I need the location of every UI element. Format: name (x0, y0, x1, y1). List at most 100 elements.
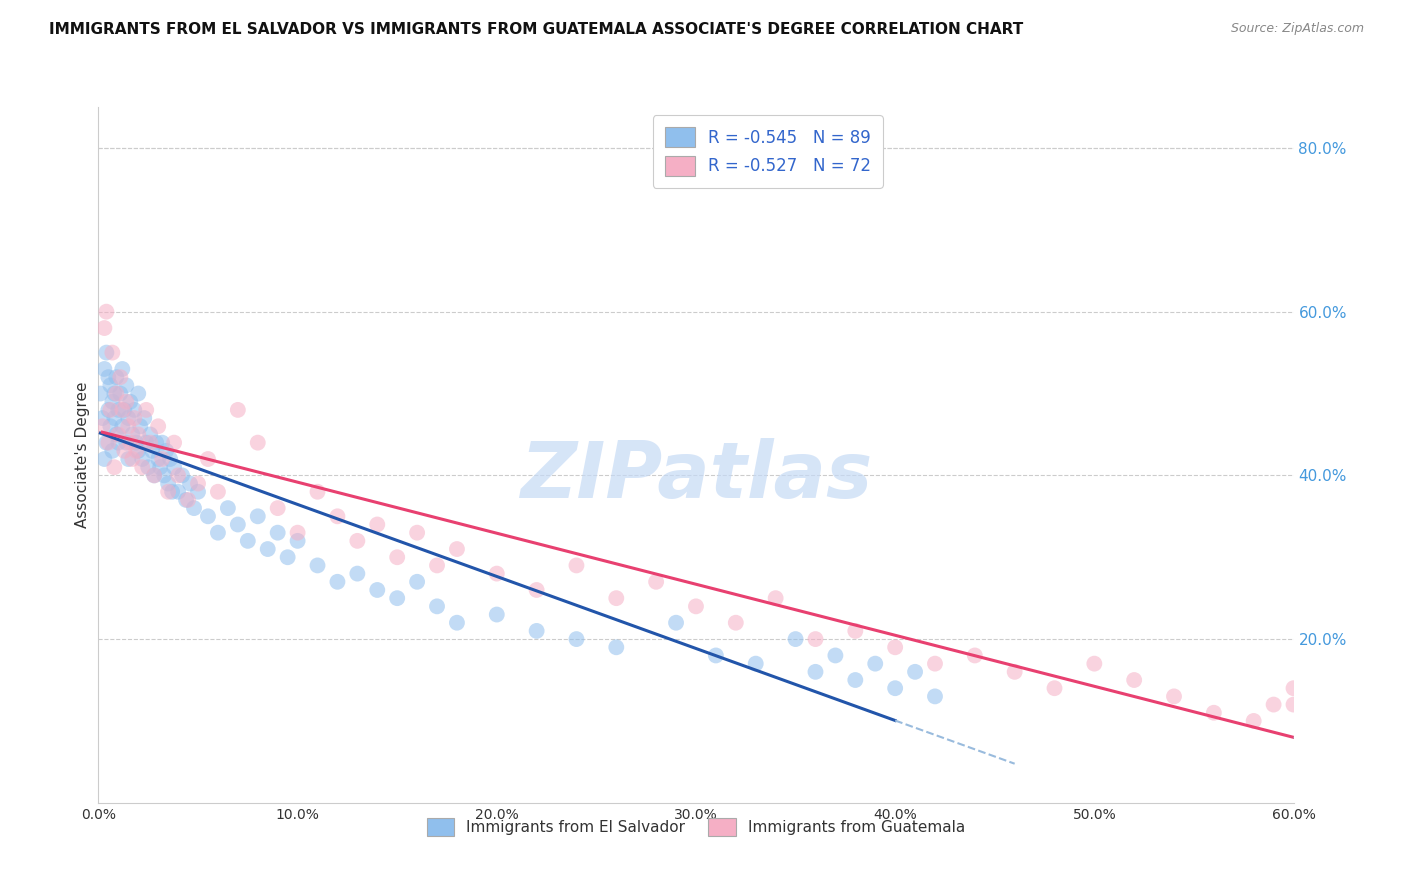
Point (904, 665, 927, 679)
Point (844, 624, 866, 638)
Point (101, 394, 124, 409)
Point (307, 484, 329, 499)
Point (197, 509, 219, 524)
Point (426, 599, 449, 614)
Point (157, 484, 180, 499)
Point (129, 419, 152, 434)
Point (446, 615, 468, 630)
Point (167, 468, 190, 483)
Point (385, 591, 409, 606)
Text: Source: ZipAtlas.com: Source: ZipAtlas.com (1230, 22, 1364, 36)
Point (236, 533, 259, 548)
Point (127, 386, 149, 401)
Point (163, 435, 186, 450)
Point (1123, 673, 1146, 687)
Point (103, 460, 125, 475)
Point (724, 615, 747, 630)
Text: ZIPatlas: ZIPatlas (520, 438, 872, 514)
Point (1322, 731, 1344, 745)
Point (366, 582, 388, 597)
Point (135, 435, 157, 450)
Point (96, 435, 118, 450)
Point (139, 435, 162, 450)
Point (124, 403, 146, 417)
Point (1362, 747, 1385, 761)
Point (884, 681, 907, 696)
Point (366, 517, 388, 532)
Point (1083, 657, 1105, 671)
Point (804, 632, 827, 646)
Point (207, 484, 229, 499)
Point (139, 427, 162, 442)
Point (127, 427, 149, 442)
Point (824, 648, 846, 663)
Point (115, 394, 138, 409)
Point (120, 435, 142, 450)
Point (406, 574, 429, 589)
Point (605, 640, 627, 655)
Point (844, 673, 866, 687)
Point (98, 378, 122, 392)
Point (160, 484, 183, 499)
Point (1382, 755, 1405, 769)
Point (93, 452, 115, 467)
Point (426, 558, 449, 573)
Point (246, 435, 269, 450)
Point (91, 411, 114, 425)
Point (125, 435, 148, 450)
Point (110, 370, 132, 384)
Point (105, 370, 128, 384)
Point (346, 533, 368, 548)
Point (135, 403, 157, 417)
Point (1282, 698, 1305, 712)
Point (111, 362, 134, 376)
Point (93, 321, 115, 335)
Point (155, 443, 177, 458)
Point (107, 435, 129, 450)
Point (172, 468, 194, 483)
Point (159, 452, 181, 467)
Point (107, 427, 129, 442)
Point (804, 665, 827, 679)
Point (1282, 681, 1305, 696)
Point (645, 574, 668, 589)
Point (150, 452, 173, 467)
Point (97, 435, 120, 450)
Point (187, 484, 209, 499)
Point (153, 468, 176, 483)
Point (605, 591, 627, 606)
Point (103, 386, 125, 401)
Point (226, 517, 249, 532)
Legend: Immigrants from El Salvador, Immigrants from Guatemala: Immigrants from El Salvador, Immigrants … (419, 810, 973, 844)
Point (121, 427, 143, 442)
Point (96, 304, 118, 318)
Point (174, 492, 197, 507)
Point (765, 591, 787, 606)
Point (117, 411, 139, 425)
Point (1163, 690, 1185, 704)
Point (115, 435, 138, 450)
Point (785, 632, 807, 646)
Point (117, 419, 139, 434)
Point (256, 542, 278, 557)
Point (131, 452, 153, 467)
Point (665, 615, 688, 630)
Point (485, 566, 508, 581)
Point (287, 533, 309, 548)
Point (884, 640, 907, 655)
Point (89, 386, 111, 401)
Point (1043, 681, 1066, 696)
Point (149, 460, 172, 475)
Point (148, 419, 170, 434)
Point (121, 452, 143, 467)
Point (1202, 706, 1225, 720)
Point (217, 501, 239, 516)
Point (141, 443, 163, 458)
Point (187, 476, 209, 491)
Point (197, 452, 219, 467)
Point (120, 394, 142, 409)
Point (112, 403, 135, 417)
Point (526, 624, 548, 638)
Point (97, 370, 120, 384)
Point (111, 419, 134, 434)
